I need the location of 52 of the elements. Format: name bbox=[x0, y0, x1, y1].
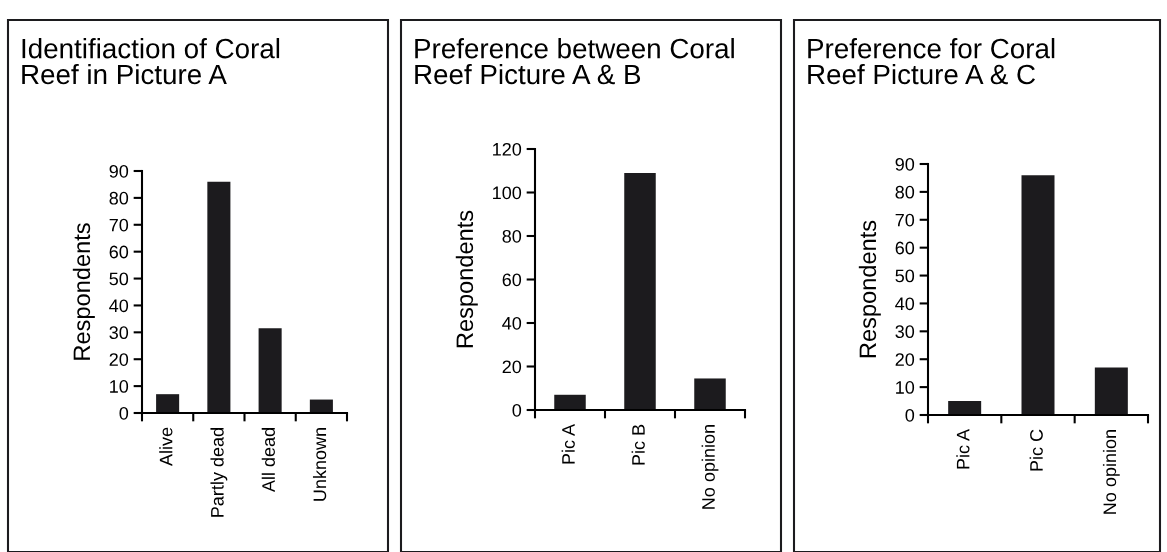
chart-title: Identifiaction of Coral Reef in Picture A bbox=[22, 38, 280, 85]
chart-title: Preference between Coral Reef Picture A & B bbox=[415, 38, 734, 85]
y-tick-label: 30 bbox=[109, 326, 129, 340]
y-tick-label: 60 bbox=[502, 273, 522, 287]
y-tick-label: 90 bbox=[109, 164, 129, 178]
y-tick-label: 40 bbox=[109, 299, 129, 313]
y-tick-label: 20 bbox=[895, 353, 915, 366]
y-tick-label: 70 bbox=[895, 213, 915, 227]
y-tick-label: 120 bbox=[493, 142, 522, 156]
bar bbox=[207, 181, 231, 413]
y-tick-label: 90 bbox=[895, 157, 915, 171]
bar bbox=[694, 378, 726, 410]
y-tick-label: 80 bbox=[109, 191, 129, 205]
y-axis-title: Respondents bbox=[455, 210, 478, 348]
chart-title: Preference for Coral Reef Picture A & C bbox=[808, 38, 1055, 85]
y-tick-label: 40 bbox=[502, 316, 522, 330]
bar bbox=[1094, 367, 1128, 415]
x-tick-label: Unknown bbox=[312, 428, 327, 501]
x-tick-label: Alive bbox=[159, 427, 173, 466]
x-tick-label: Pic B bbox=[631, 424, 645, 465]
bar bbox=[258, 328, 282, 413]
y-tick-label: 60 bbox=[109, 245, 129, 259]
y-tick-label: 60 bbox=[895, 241, 915, 255]
y-tick-label: 0 bbox=[905, 408, 915, 422]
y-tick-label: 0 bbox=[119, 406, 129, 420]
y-tick-label: 70 bbox=[109, 218, 129, 232]
y-tick-label: 80 bbox=[502, 229, 522, 243]
y-tick-label: 100 bbox=[493, 186, 522, 200]
bar bbox=[554, 394, 586, 410]
x-tick-label: No opinion bbox=[1102, 430, 1120, 514]
y-tick-label: 30 bbox=[895, 325, 915, 339]
y-tick-label: 20 bbox=[109, 353, 129, 366]
y-tick-label: 40 bbox=[895, 297, 915, 311]
y-axis-title: Respondents bbox=[858, 220, 881, 358]
y-tick-label: 50 bbox=[109, 272, 129, 286]
bar bbox=[948, 401, 982, 415]
y-tick-label: 20 bbox=[502, 360, 522, 374]
x-tick-label: Partly dead bbox=[210, 428, 228, 517]
bar bbox=[624, 172, 656, 410]
bar bbox=[156, 394, 180, 413]
y-axis-title: Respondents bbox=[72, 223, 95, 360]
y-tick-label: 10 bbox=[896, 381, 915, 394]
x-tick-label: All dead bbox=[261, 428, 275, 493]
y-tick-label: 80 bbox=[895, 185, 915, 199]
x-tick-label: Pic C bbox=[1029, 429, 1043, 471]
bar bbox=[1021, 175, 1055, 415]
y-tick-label: 10 bbox=[110, 380, 129, 393]
x-tick-label: No opinion bbox=[701, 425, 719, 509]
x-tick-label: Pic A bbox=[561, 423, 575, 464]
x-tick-label: Pic A bbox=[956, 428, 970, 469]
y-tick-label: 0 bbox=[512, 403, 522, 417]
y-tick-label: 50 bbox=[895, 269, 915, 283]
